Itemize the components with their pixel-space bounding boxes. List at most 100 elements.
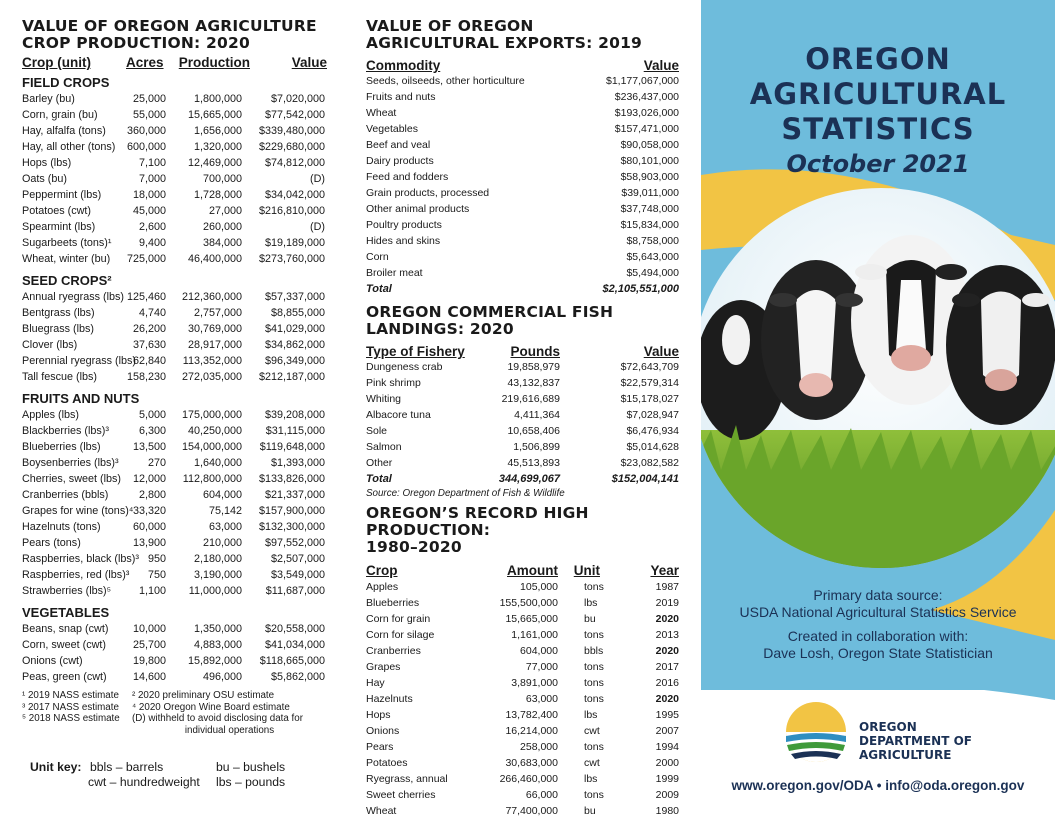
cows-photo xyxy=(701,188,1055,568)
commodity-value: $39,011,000 xyxy=(621,187,679,199)
header-unit: Unit xyxy=(573,563,600,578)
commodity-name: Grain products, processed xyxy=(366,187,490,199)
table-row: Albacore tuna 4,411,364 $7,028,947 xyxy=(366,407,679,423)
crop-value: $2,507,000 xyxy=(270,553,325,565)
record-amount: 105,000 xyxy=(520,581,558,593)
header-production: Production xyxy=(178,55,250,70)
record-crop: Blueberries xyxy=(366,597,420,609)
table-row: Pears 258,000 tons 1994 xyxy=(366,739,679,755)
record-unit: tons xyxy=(584,693,604,705)
crop-acres: 158,230 xyxy=(126,371,166,383)
crop-production: 63,000 xyxy=(208,521,242,533)
crop-name: Cherries, sweet (lbs) xyxy=(22,473,121,485)
record-crop: Wheat xyxy=(366,805,397,817)
crop-value: $3,549,000 xyxy=(270,569,325,581)
fish-total: Total 344,699,067 $152,004,141 xyxy=(366,471,679,487)
table-row: Dungeness crab 19,858,979 $72,643,709 xyxy=(366,359,679,375)
crop-name: Annual ryegrass (lbs) xyxy=(22,291,125,303)
crop-name: Spearmint (lbs) xyxy=(22,221,96,233)
header-value: Value xyxy=(643,344,679,359)
crop-name: Blackberries (lbs)³ xyxy=(22,425,109,437)
cover-title: OREGON AGRICULTURAL STATISTICS xyxy=(749,42,1007,146)
crop-value: $1,393,000 xyxy=(270,457,325,469)
crop-acres: 2,600 xyxy=(138,221,166,233)
crop-acres: 600,000 xyxy=(126,141,166,153)
table-row: Corn $5,643,000 xyxy=(366,249,679,265)
section-heading: FRUITS AND NUTS xyxy=(22,391,140,406)
table-row: Grapes 77,000 tons 2017 xyxy=(366,659,679,675)
commodity-value: $58,903,000 xyxy=(620,171,679,183)
crop-acres: 14,600 xyxy=(132,671,166,683)
crop-acres: 10,000 xyxy=(132,623,166,635)
crop-production: 1,728,000 xyxy=(193,189,242,201)
crop-value: $74,812,000 xyxy=(264,157,325,169)
crop-production: 496,000 xyxy=(202,671,242,683)
commodity-value: $157,471,000 xyxy=(614,123,679,135)
table-row: Other 45,513,893 $23,082,582 xyxy=(366,455,679,471)
header-pounds: Pounds xyxy=(510,344,561,359)
contact-line[interactable]: www.oregon.gov/ODA • info@oda.oregon.gov xyxy=(731,778,1025,793)
record-amount: 155,500,000 xyxy=(499,597,558,609)
crop-name: Hazelnuts (tons) xyxy=(22,521,101,533)
crop-acres: 1,100 xyxy=(138,585,166,597)
commodity-name: Fruits and nuts xyxy=(366,91,436,103)
fishery-name: Other xyxy=(366,457,393,469)
record-crop: Cranberries xyxy=(366,645,421,657)
fishery-name: Whiting xyxy=(366,393,402,405)
record-amount: 1,161,000 xyxy=(511,629,558,641)
crop-production: 604,000 xyxy=(202,489,242,501)
crop-name: Hops (lbs) xyxy=(22,157,72,169)
crop-name: Sugarbeets (tons)¹ xyxy=(22,237,112,249)
crop-acres: 45,000 xyxy=(132,205,166,217)
table-row: Corn for silage 1,161,000 tons 2013 xyxy=(366,627,679,643)
table-row: Tall fescue (lbs) 158,230 272,035,000 $212,… xyxy=(22,369,327,385)
table-row: Corn, grain (bu) 55,000 15,665,000 $77,542,… xyxy=(22,107,327,123)
record-year: 1994 xyxy=(655,741,679,753)
crop-name: Grapes for wine (tons)⁴ xyxy=(22,505,134,517)
commodity-value: $5,494,000 xyxy=(626,267,679,279)
crop-production: 1,656,000 xyxy=(193,125,242,137)
total-value: $152,004,141 xyxy=(611,473,679,485)
record-crop: Potatoes xyxy=(366,757,408,769)
table-row: Blueberries (lbs) 13,500 154,000,000 $119,6… xyxy=(22,439,327,455)
commodity-value: $90,058,000 xyxy=(620,139,679,151)
exports-title: VALUE OF OREGON AGRICULTURAL EXPORTS: 20… xyxy=(366,17,643,52)
table-row: Raspberries, red (lbs)³ 750 3,190,000 $3,54… xyxy=(22,567,327,583)
crop-production: 384,000 xyxy=(202,237,242,249)
crop-production: 27,000 xyxy=(208,205,242,217)
fish-table-header: Type of Fishery Pounds Value xyxy=(366,344,679,359)
crop-acres: 13,500 xyxy=(132,441,166,453)
footnote: ³ 2017 NASS estimate xyxy=(22,701,119,713)
crop-acres: 62,840 xyxy=(132,355,166,367)
commodity-value: $5,643,000 xyxy=(626,251,679,263)
table-row: Salmon 1,506,899 $5,014,628 xyxy=(366,439,679,455)
crop-production: 11,000,000 xyxy=(188,585,242,597)
crop-production: 272,035,000 xyxy=(181,371,242,383)
table-row: Feed and fodders $58,903,000 xyxy=(366,169,679,185)
crop-production: 1,640,000 xyxy=(193,457,242,469)
table-row: Pears (tons) 13,900 210,000 $97,552,000 xyxy=(22,535,327,551)
crop-name: Clover (lbs) xyxy=(22,339,78,351)
crop-value: $39,208,000 xyxy=(264,409,325,421)
crop-acres: 6,300 xyxy=(138,425,166,437)
crop-acres: 25,000 xyxy=(132,93,166,105)
record-year: 2020 xyxy=(655,645,679,657)
record-year: 1999 xyxy=(655,773,679,785)
crop-value: $5,862,000 xyxy=(270,671,325,683)
header-crop: Crop xyxy=(366,563,398,578)
header-value: Value xyxy=(291,55,327,70)
table-row: Onions (cwt) 19,800 15,892,000 $118,665,000 xyxy=(22,653,327,669)
record-year: 2009 xyxy=(655,789,679,801)
fishery-value: $15,178,027 xyxy=(620,393,679,405)
record-unit: bu xyxy=(584,613,596,625)
record-unit: lbs xyxy=(584,709,598,721)
table-row: Potatoes 30,683,000 cwt 2000 xyxy=(366,755,679,771)
commodity-name: Vegetables xyxy=(366,123,418,135)
record-amount: 63,000 xyxy=(525,693,558,705)
crop-production: 113,352,000 xyxy=(182,355,242,367)
total-value: $2,105,551,000 xyxy=(602,283,679,295)
fishery-name: Dungeness crab xyxy=(366,361,443,373)
table-row: Onions 16,214,000 cwt 2007 xyxy=(366,723,679,739)
crop-acres: 4,740 xyxy=(138,307,166,319)
crop-production: 1,800,000 xyxy=(193,93,242,105)
